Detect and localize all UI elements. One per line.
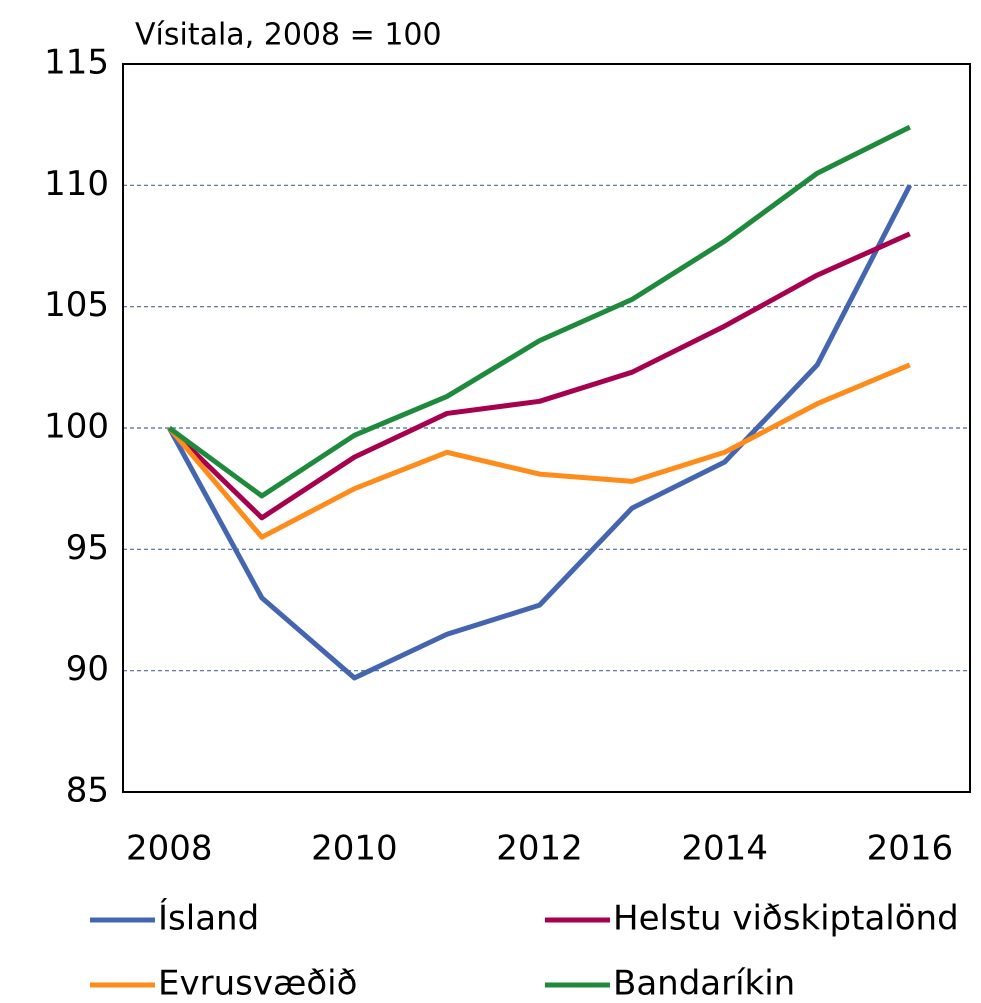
x-tick-label: 2016 — [867, 829, 954, 869]
series-line — [167, 362, 911, 540]
y-tick-label: 105 — [44, 285, 109, 325]
x-tick-label: 2012 — [496, 829, 583, 869]
y-tick-label: 100 — [44, 407, 109, 447]
x-tick-label: 2008 — [126, 829, 213, 869]
x-tick-label: 2014 — [681, 829, 768, 869]
y-tick-label: 85 — [66, 771, 109, 811]
y-tick-label: 90 — [66, 649, 109, 689]
y-tick-label: 95 — [66, 528, 109, 568]
legend-label: Helstu viðskiptalönd — [613, 899, 959, 939]
series-line — [167, 184, 913, 681]
y-tick-label: 110 — [44, 164, 109, 204]
legend-label: Evrusvæðið — [158, 964, 357, 1003]
chart-title: Vísitala, 2008 = 100 — [135, 18, 442, 53]
legend-label: Bandaríkin — [613, 964, 795, 1003]
y-tick-label: 115 — [44, 43, 109, 83]
series-line — [167, 231, 911, 521]
legend-label: Ísland — [158, 898, 259, 939]
x-tick-label: 2010 — [311, 829, 398, 869]
plot-frame — [122, 63, 971, 793]
series-line — [167, 124, 911, 499]
